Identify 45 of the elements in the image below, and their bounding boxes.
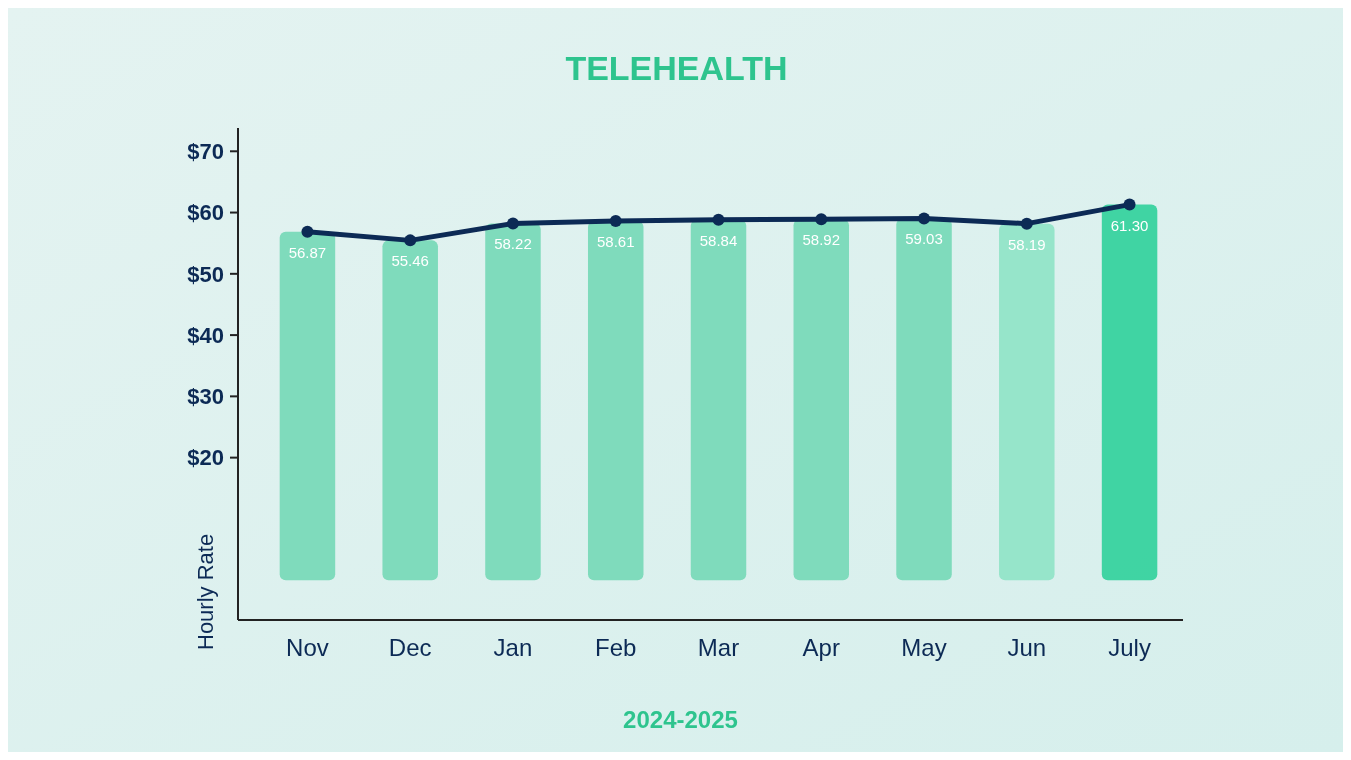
data-label: 58.19 <box>1008 235 1046 253</box>
bar <box>279 231 336 581</box>
point <box>918 212 931 225</box>
bar <box>587 221 644 581</box>
x-axis-title: 2024-2025 <box>623 706 738 733</box>
data-label: 59.03 <box>905 230 943 248</box>
bar <box>485 223 541 581</box>
data-label: 55.46 <box>391 252 429 270</box>
data-label: 58.84 <box>699 231 738 249</box>
bar <box>690 219 747 581</box>
data-label: 58.22 <box>494 235 532 253</box>
point <box>301 225 314 238</box>
bar <box>1101 204 1158 581</box>
x-tick-label: Mar <box>697 634 740 661</box>
x-tick-label: Dec <box>388 634 432 661</box>
x-tick-label: Nov <box>286 634 329 661</box>
x-tick-label: Jan <box>493 634 533 661</box>
chart-title: TELEHEALTH <box>565 49 788 87</box>
bar <box>793 219 850 581</box>
x-tick-label: Jun <box>1007 634 1047 661</box>
data-label: 58.92 <box>802 231 841 249</box>
x-tick-label: Apr <box>802 634 840 661</box>
y-tick-label: $50 <box>187 261 224 287</box>
y-tick-label: $70 <box>187 138 224 164</box>
bar <box>999 223 1055 581</box>
bar <box>896 218 952 581</box>
point <box>815 213 828 226</box>
data-label: 58.61 <box>596 233 635 251</box>
x-tick-label: Feb <box>595 634 637 661</box>
data-label: 61.30 <box>1110 216 1149 234</box>
point <box>506 217 519 230</box>
x-tick-label: July <box>1108 634 1151 661</box>
point <box>1123 198 1136 211</box>
point <box>404 234 417 247</box>
y-tick-label: $40 <box>187 322 224 348</box>
data-label: 56.87 <box>288 243 327 261</box>
point <box>712 213 725 226</box>
point <box>609 215 622 228</box>
bar <box>382 240 438 581</box>
x-tick-label: May <box>901 634 947 661</box>
y-axis-title: Hourly Rate <box>193 533 218 650</box>
y-tick-label: $30 <box>187 384 224 410</box>
point <box>1020 217 1033 230</box>
y-tick-label: $20 <box>187 445 224 471</box>
y-tick-label: $60 <box>187 200 224 226</box>
